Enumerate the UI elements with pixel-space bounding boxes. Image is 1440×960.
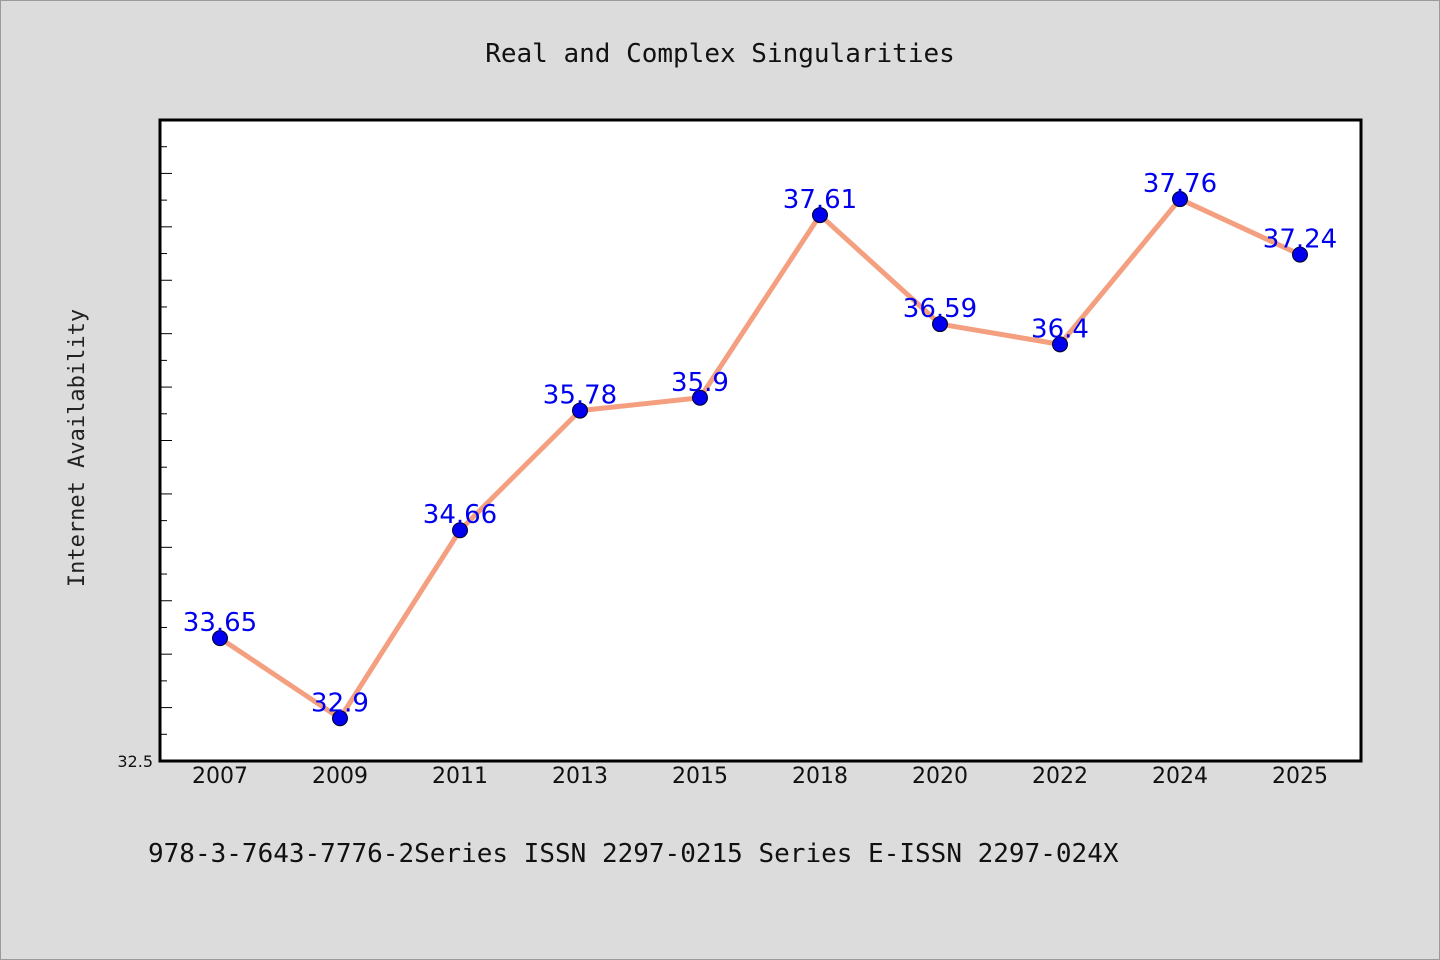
x-tick-label: 2020 <box>912 764 968 789</box>
data-markers <box>212 191 1308 727</box>
y-axis-label: Internet Availability <box>65 309 90 587</box>
data-label: 35.78 <box>543 381 617 411</box>
chart-title: Real and Complex Singularities <box>485 39 955 69</box>
y-axis-min-label: 32.5 <box>117 752 153 771</box>
data-point <box>1052 336 1068 353</box>
data-label: 37.76 <box>1143 169 1217 199</box>
x-tick-label: 2015 <box>672 764 728 789</box>
x-tick-label: 2025 <box>1272 764 1328 789</box>
data-point <box>332 710 348 727</box>
data-labels: 33.65 32.9 34.66 35.78 35.9 37.61 36.59 36.4 37.… <box>183 169 1337 718</box>
data-point <box>932 316 948 333</box>
data-point <box>572 402 588 419</box>
plot-area <box>160 120 1361 761</box>
x-tick-label: 2022 <box>1032 764 1088 789</box>
x-tick-label: 2007 <box>192 764 248 789</box>
data-point <box>212 630 228 647</box>
data-label: 37.61 <box>783 185 857 215</box>
data-label: 36.4 <box>1031 314 1089 344</box>
data-point <box>692 389 708 406</box>
x-tick-label: 2018 <box>792 764 848 789</box>
x-tick-label: 2011 <box>432 764 488 789</box>
data-label: 35.9 <box>671 368 729 398</box>
x-axis-tick-labels: 2007 2009 2011 2013 2015 2018 2020 2022 2024 2025 <box>192 764 1328 789</box>
x-tick-label: 2013 <box>552 764 608 789</box>
data-label: 32.9 <box>311 688 369 718</box>
footnote-isbn: 978-3-7643-7776-2Series ISSN 2297-0215 S… <box>148 839 1119 869</box>
data-point <box>1172 191 1188 208</box>
plot-border <box>158 118 1363 763</box>
data-point <box>1292 246 1308 263</box>
data-label: 37.24 <box>1263 225 1337 255</box>
x-tick-label: 2024 <box>1152 764 1208 789</box>
data-label: 34.66 <box>423 500 497 530</box>
data-point <box>812 207 828 224</box>
data-label: 36.59 <box>903 294 977 324</box>
data-point <box>452 522 468 539</box>
x-tick-label: 2009 <box>312 764 368 789</box>
data-label: 33.65 <box>183 608 257 638</box>
series-line <box>217 196 1303 721</box>
series-line-group <box>217 196 1303 721</box>
